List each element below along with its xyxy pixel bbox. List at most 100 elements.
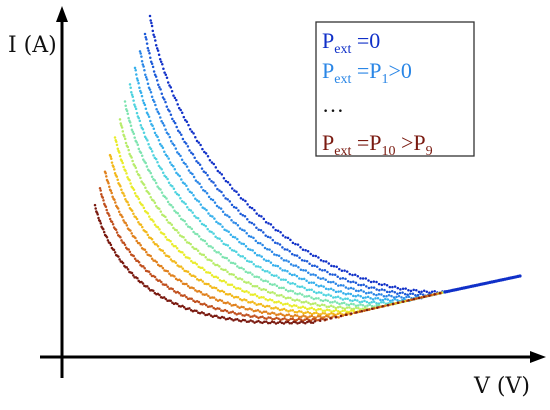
curve-6-point (133, 136, 136, 139)
curve-8-point (275, 301, 278, 304)
curve-10-point (107, 181, 110, 185)
curve-10-point (230, 304, 233, 307)
curve-4-point (141, 99, 145, 102)
curve-4-point (298, 277, 301, 280)
curve-1-point (237, 193, 240, 196)
curve-2-point (403, 292, 407, 296)
curve-6-point (178, 214, 181, 218)
curve-8-point (334, 308, 338, 312)
curve-8-point (132, 188, 136, 191)
curve-5-point (327, 293, 330, 296)
curve-7-point (140, 180, 143, 183)
curve-4-point (344, 293, 348, 296)
curve-4-point (197, 200, 201, 203)
curve-1-point (190, 130, 194, 133)
curve-5-point (177, 193, 181, 197)
curve-4-point (347, 292, 350, 295)
curve-9-point (336, 312, 340, 316)
curve-10-point (138, 242, 141, 245)
curve-5-point (137, 116, 141, 120)
curve-12-point (195, 309, 198, 313)
curve-3-point (167, 132, 170, 136)
curve-2-point (241, 213, 245, 217)
curve-4-point (327, 287, 330, 291)
curve-8-point (216, 276, 220, 279)
curve-12-point (251, 320, 254, 323)
curve-6-point (160, 191, 164, 194)
curve-2-point (264, 234, 267, 237)
curve-1-point (208, 159, 212, 162)
curve-7-point (149, 195, 152, 199)
curve-8-point (350, 309, 353, 312)
curve-3-point (157, 112, 161, 115)
curve-10-point (150, 257, 154, 260)
curve-2-point (336, 275, 339, 279)
curve-3-point (156, 110, 160, 114)
curve-7-point (202, 253, 206, 257)
curve-8-point (317, 307, 320, 311)
curve-1-point (204, 152, 208, 155)
curve-6-point (368, 303, 372, 307)
curve-6-point (349, 302, 353, 306)
curve-11-point (204, 303, 208, 307)
curve-8-point (314, 308, 318, 312)
curve-2-point (188, 149, 191, 152)
curve-9-point (259, 302, 263, 306)
curve-2-point (315, 265, 319, 269)
curve-9-point (172, 260, 176, 263)
curve-8-point (253, 293, 257, 296)
curve-1-point (433, 289, 436, 293)
curve-7-point (120, 124, 123, 127)
curve-4-point (281, 269, 284, 272)
curve-6-point (148, 169, 151, 173)
curve-1-point (214, 166, 218, 169)
curve-2-point (370, 286, 373, 289)
curve-5-point (144, 137, 148, 140)
curve-9-point (110, 157, 113, 160)
curve-2-point (161, 96, 165, 99)
curve-9-point (315, 311, 318, 314)
curve-8-point (249, 293, 253, 296)
curve-4-point (307, 281, 311, 284)
curve-8-point (301, 305, 305, 308)
curve-3-point (153, 100, 156, 103)
curve-11-point (229, 311, 233, 314)
curve-10-point (194, 289, 197, 292)
curve-12-point (302, 321, 305, 324)
curve-1-point (257, 214, 261, 217)
curve-11-point (235, 313, 238, 316)
curve-7-point (131, 159, 134, 163)
curve-2-point (313, 264, 316, 267)
curve-11-point (114, 228, 118, 231)
curve-4-point (173, 167, 177, 171)
curve-11-point (143, 267, 146, 270)
curve-11-point (100, 193, 103, 196)
curve-6-point (194, 232, 197, 235)
curve-2-point (341, 277, 345, 280)
curve-10-point (264, 310, 268, 314)
curve-11-point (410, 298, 414, 301)
curve-11-point (225, 309, 229, 313)
curve-11-point (153, 275, 157, 279)
curve-7-point (182, 236, 185, 239)
curve-7-point (196, 249, 200, 253)
curve-8-point (232, 285, 236, 289)
curve-4-point (180, 178, 183, 181)
curve-2-point (159, 88, 162, 91)
curve-5-point (193, 214, 196, 218)
curve-9-point (137, 221, 140, 224)
curve-6-point (150, 175, 154, 179)
curve-9-point (265, 304, 269, 308)
curve-3-point (354, 289, 358, 292)
curve-7-point (210, 259, 213, 262)
curve-6-point (211, 246, 214, 249)
curve-5-point (275, 274, 278, 277)
curve-4-point (149, 119, 152, 123)
curve-4-point (153, 131, 157, 135)
curve-7-point (269, 291, 272, 295)
curve-3-point (334, 282, 338, 286)
curve-5-point (248, 260, 251, 263)
curve-5-point (308, 288, 311, 292)
curve-2-point (416, 293, 420, 297)
curve-11-point (188, 297, 192, 300)
